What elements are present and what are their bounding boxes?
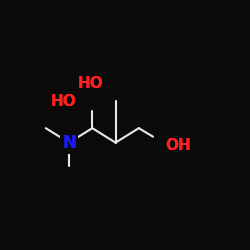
Text: HO: HO	[77, 76, 103, 92]
Text: OH: OH	[165, 138, 191, 153]
Text: N: N	[62, 134, 76, 152]
Text: HO: HO	[51, 94, 77, 109]
Text: HO: HO	[51, 94, 77, 109]
Text: HO: HO	[77, 76, 103, 92]
Text: HO: HO	[77, 76, 103, 92]
Text: HO: HO	[51, 94, 77, 109]
Text: N: N	[62, 134, 76, 152]
Text: OH: OH	[165, 138, 191, 153]
Text: OH: OH	[165, 138, 191, 153]
Text: N: N	[62, 134, 76, 152]
